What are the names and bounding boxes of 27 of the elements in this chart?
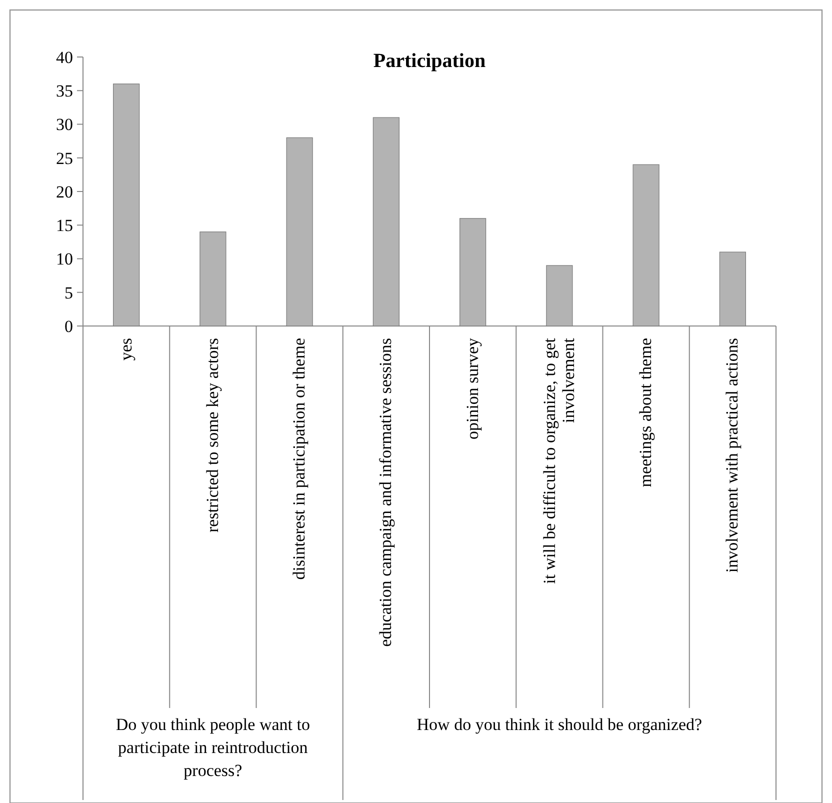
bar bbox=[372, 117, 400, 326]
y-tick-label: 35 bbox=[56, 82, 73, 101]
y-tick-label: 15 bbox=[56, 216, 73, 236]
bar bbox=[286, 137, 313, 326]
y-tick-label: 30 bbox=[56, 115, 73, 134]
y-tick-label: 20 bbox=[56, 182, 73, 202]
y-tick-label: 10 bbox=[56, 250, 73, 269]
bar bbox=[632, 164, 660, 326]
bar bbox=[200, 232, 226, 326]
bar bbox=[113, 84, 140, 326]
x-tick-label: involvement with practical actions bbox=[722, 338, 742, 573]
x-tick-label: education campaign and informative sessions bbox=[376, 338, 396, 647]
x-tick-label: meetings about theme bbox=[636, 338, 656, 488]
y-tick-label: 0 bbox=[64, 316, 73, 336]
y-tick-label: 40 bbox=[56, 48, 73, 67]
y-tick-label: 5 bbox=[64, 283, 73, 302]
x-tick-label: restricted to some key actors bbox=[202, 338, 222, 532]
bar bbox=[546, 265, 573, 326]
text: Do you think people want to participate in reintroduction process? bbox=[116, 715, 310, 780]
chart-title: Participation bbox=[373, 50, 486, 72]
x-tick-label: yes bbox=[116, 338, 136, 361]
bar bbox=[460, 218, 486, 326]
x-tick-label: opinion survey bbox=[462, 338, 482, 440]
bar bbox=[719, 252, 746, 326]
x-tick-label: disinterest in participation or theme bbox=[290, 338, 309, 580]
text: How do you think it should be organized? bbox=[416, 715, 702, 734]
y-tick-label: 25 bbox=[56, 148, 73, 168]
